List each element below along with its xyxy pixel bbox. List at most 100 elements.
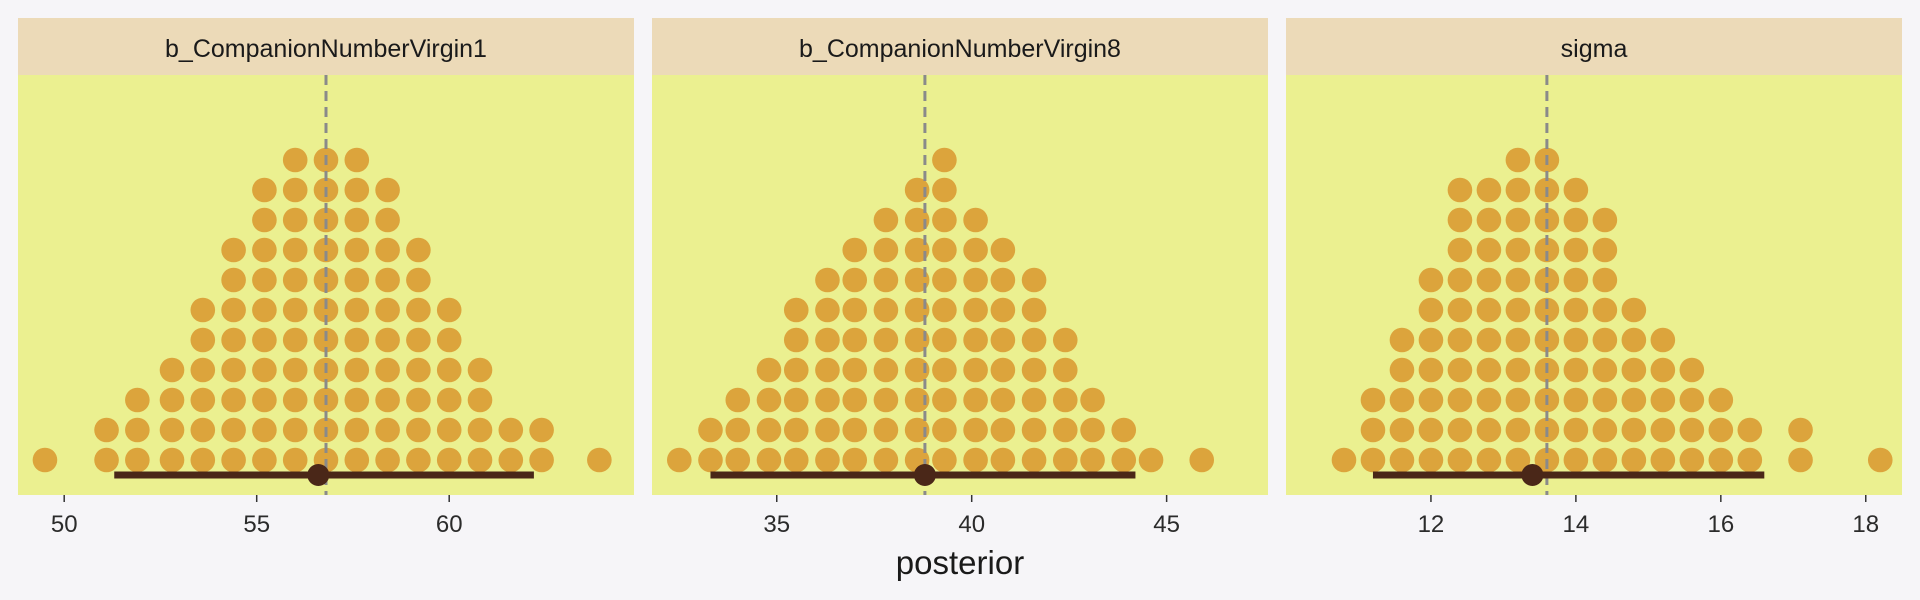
posterior-dot	[698, 447, 723, 473]
posterior-dot	[1021, 327, 1047, 353]
posterior-dot	[873, 207, 899, 233]
posterior-dot	[873, 327, 899, 353]
posterior-dot	[1708, 417, 1734, 443]
posterior-dot	[904, 327, 930, 353]
posterior-dot	[1621, 327, 1647, 353]
posterior-dot	[190, 417, 216, 443]
posterior-dot	[529, 447, 554, 473]
posterior-dot	[932, 357, 957, 383]
posterior-dot	[873, 297, 899, 323]
posterior-dot	[221, 237, 246, 263]
posterior-dot	[990, 267, 1016, 293]
posterior-dot	[252, 327, 277, 353]
posterior-dot	[406, 297, 431, 323]
posterior-dot	[990, 447, 1016, 473]
posterior-dot	[842, 267, 868, 293]
posterior-dot	[467, 387, 493, 413]
posterior-dot	[252, 447, 277, 473]
posterior-dot	[221, 447, 246, 473]
posterior-dot	[190, 447, 216, 473]
posterior-dot	[1563, 387, 1589, 413]
posterior-dot	[1621, 417, 1647, 443]
posterior-dot	[1052, 447, 1078, 473]
posterior-dot	[1505, 447, 1531, 473]
posterior-dot	[190, 357, 216, 383]
x-tick-label: 16	[1707, 511, 1734, 538]
posterior-dot	[963, 447, 988, 473]
posterior-dot	[815, 267, 840, 293]
posterior-dot	[282, 357, 308, 383]
posterior-dot	[282, 207, 308, 233]
x-tick-label: 60	[436, 511, 463, 538]
posterior-dot	[282, 177, 308, 203]
posterior-dot	[1389, 327, 1415, 353]
posterior-dot	[873, 357, 899, 383]
posterior-dot	[1052, 327, 1078, 353]
posterior-dot	[990, 357, 1016, 383]
posterior-dot	[1592, 327, 1618, 353]
posterior-dot	[1418, 447, 1444, 473]
posterior-dot	[1592, 267, 1618, 293]
posterior-dot	[406, 267, 431, 293]
posterior-dot	[252, 417, 277, 443]
posterior-dot	[190, 297, 216, 323]
posterior-dot	[406, 357, 431, 383]
posterior-dot	[252, 297, 277, 323]
posterior-dot	[344, 267, 370, 293]
posterior-dot	[842, 237, 868, 263]
posterior-dot	[221, 417, 246, 443]
posterior-dot	[904, 387, 930, 413]
posterior-dot	[1447, 237, 1473, 263]
posterior-dot	[1080, 387, 1105, 413]
posterior-dot	[1650, 327, 1676, 353]
posterior-dot	[436, 447, 462, 473]
posterior-dot	[1867, 447, 1893, 473]
posterior-dot	[1621, 297, 1647, 323]
posterior-dot	[375, 357, 400, 383]
posterior-dot	[1679, 387, 1705, 413]
posterior-dot	[873, 237, 899, 263]
posterior-dot	[1505, 417, 1531, 443]
posterior-dot	[1447, 177, 1473, 203]
posterior-dot	[221, 357, 246, 383]
posterior-dot	[990, 237, 1016, 263]
posterior-dot	[756, 357, 782, 383]
posterior-dot	[1389, 447, 1415, 473]
posterior-dot	[963, 327, 988, 353]
posterior-dot	[467, 357, 493, 383]
posterior-dot	[221, 387, 246, 413]
posterior-dot	[375, 387, 400, 413]
posterior-dot	[842, 447, 868, 473]
x-tick-label: 14	[1563, 511, 1590, 538]
x-tick-label: 12	[1418, 511, 1445, 538]
posterior-dot	[1679, 417, 1705, 443]
posterior-dot	[282, 417, 308, 443]
posterior-dot	[842, 297, 868, 323]
posterior-dot	[406, 417, 431, 443]
posterior-dot	[1708, 447, 1734, 473]
posterior-dot	[467, 417, 493, 443]
facet-strip-label: sigma	[1561, 35, 1628, 63]
posterior-dot	[1447, 327, 1473, 353]
posterior-dot	[815, 357, 840, 383]
posterior-dot	[1650, 357, 1676, 383]
posterior-dot	[725, 417, 751, 443]
posterior-dot	[375, 447, 400, 473]
posterior-dot	[932, 147, 957, 173]
x-axis-title: posterior	[896, 544, 1024, 581]
posterior-dot	[375, 417, 400, 443]
posterior-dot	[344, 417, 370, 443]
posterior-dot	[159, 447, 185, 473]
facet-panel: sigma 12 14 16 18	[1286, 18, 1902, 538]
posterior-dot	[344, 297, 370, 323]
posterior-dot	[344, 387, 370, 413]
posterior-dot	[406, 327, 431, 353]
posterior-dot	[842, 417, 868, 443]
posterior-dot	[1621, 387, 1647, 413]
posterior-dot	[1021, 267, 1047, 293]
posterior-dot	[698, 417, 723, 443]
posterior-dot	[1650, 447, 1676, 473]
posterior-dot	[1052, 357, 1078, 383]
posterior-dot	[125, 387, 150, 413]
posterior-dot	[932, 177, 957, 203]
